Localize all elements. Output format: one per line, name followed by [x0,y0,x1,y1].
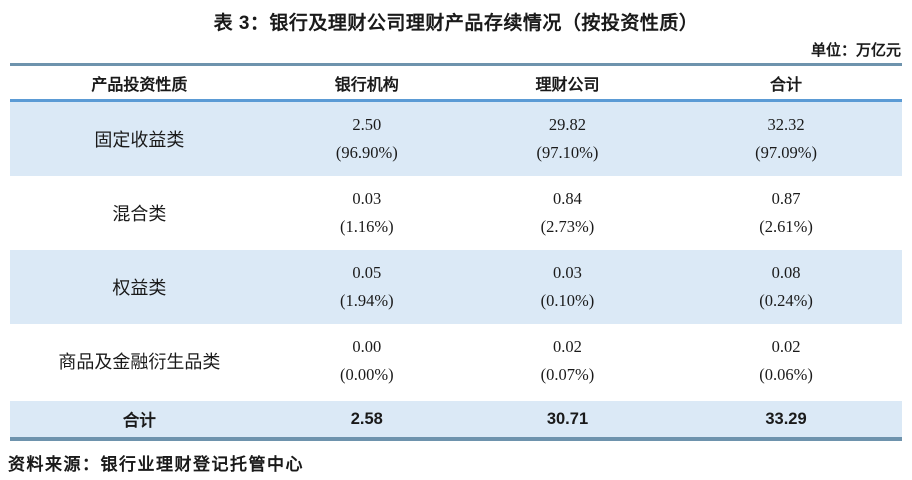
row-label: 混合类 [112,204,167,224]
cell-percent: (96.90%) [335,142,398,162]
row-label: 商品及金融衍生品类 [58,352,221,372]
cell-wealth-company: 29.82 (97.10%) [465,102,670,176]
cell-percent: (2.61%) [759,216,813,236]
row-label: 权益类 [112,278,167,298]
cell-value: 0.84 [553,189,582,209]
cell-percent: (0.24%) [759,290,813,310]
cell-value: 0.00 [352,337,382,357]
cell-value: 2.50 [352,115,382,135]
cell-percent: (97.09%) [755,142,817,162]
cell-bank: 0.03 (1.16%) [269,176,465,250]
table-title: 表 3：银行及理财公司理财产品存续情况（按投资性质） [213,13,699,34]
column-header-wealth-company: 理财公司 [535,76,600,94]
cell-value: 0.87 [771,189,801,209]
cell-wealth-company: 0.03 (0.10%) [465,250,670,324]
column-header-category: 产品投资性质 [91,76,188,94]
cell-wealth-company: 0.84 (2.73%) [465,176,670,250]
cell-value: 0.05 [352,263,382,283]
column-header-total: 合计 [770,76,803,94]
cell-bank: 0.05 (1.94%) [269,250,465,324]
table-row-mixed: 混合类 0.03 (1.16%) 0.84 (2.73%) 0.87 (2.61… [10,176,902,250]
column-header-bank: 银行机构 [334,76,399,94]
cell-percent: (0.00%) [339,364,394,384]
cell-bank: 0.00 (0.00%) [269,324,465,398]
cell-value: 0.03 [352,189,382,209]
cell-value: 0.02 [553,337,582,357]
cell-percent: (1.94%) [339,290,394,310]
cell-total: 0.02 (0.06%) [670,324,902,398]
cell-percent: (0.07%) [540,364,595,384]
cell-percent: (0.10%) [540,290,595,310]
cell-total: 32.32 (97.09%) [670,102,902,176]
wealth-products-table: 产品投资性质 银行机构 理财公司 合计 固定收益类 2.50 (96.90%) … [10,63,902,441]
cell-bank: 2.50 (96.90%) [269,102,465,176]
cell-value: 29.82 [548,115,587,135]
row-label: 固定收益类 [94,130,185,150]
cell-percent: (2.73%) [540,216,595,236]
cell-percent: (0.06%) [759,364,813,384]
total-wealth-company: 30.71 [546,409,589,428]
cell-percent: (97.10%) [536,142,599,162]
total-bank: 2.58 [350,409,383,428]
unit-label: 单位：万亿元 [810,42,901,59]
cell-value: 32.32 [767,115,805,135]
cell-wealth-company: 0.02 (0.07%) [465,324,670,398]
cell-value: 0.02 [771,337,801,357]
cell-total: 0.87 (2.61%) [670,176,902,250]
cell-percent: (1.16%) [339,216,394,236]
cell-total: 0.08 (0.24%) [670,250,902,324]
table-row-commodity-derivatives: 商品及金融衍生品类 0.00 (0.00%) 0.02 (0.07%) 0.02… [10,324,902,398]
table-row-fixed-income: 固定收益类 2.50 (96.90%) 29.82 (97.10%) 32.32… [10,102,902,176]
total-total: 33.29 [765,409,807,428]
cell-value: 0.03 [553,263,582,283]
table-row-equity: 权益类 0.05 (1.94%) 0.03 (0.10%) 0.08 (0.24… [10,250,902,324]
table-header-row: 产品投资性质 银行机构 理财公司 合计 [10,66,902,102]
cell-value: 0.08 [771,263,801,283]
data-source-note: 资料来源：银行业理财登记托管中心 [8,455,304,474]
total-row-label: 合计 [122,412,156,430]
table-total-row: 合计 2.58 30.71 33.29 [10,401,902,441]
